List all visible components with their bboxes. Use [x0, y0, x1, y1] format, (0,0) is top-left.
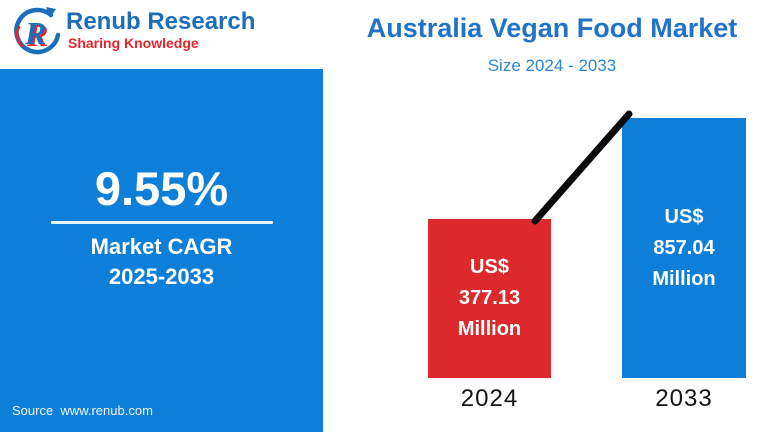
bar-2033: US$ 857.04 Million [622, 118, 746, 378]
r-swirl-arrow-icon: R R [14, 7, 61, 55]
year-label-2024: 2024 [460, 385, 519, 412]
cagr-label-line2: 2025-2033 [108, 263, 215, 289]
cagr-label-line1: Market CAGR [90, 234, 233, 259]
bar-2033-label-unit: Million [652, 267, 716, 290]
chart-title: Australia Vegan Food Market [366, 13, 738, 43]
bar-2024: US$ 377.13 Million [428, 219, 551, 378]
bar-2024-label-currency: US$ [470, 256, 509, 278]
cagr-value: 9.55% [94, 162, 229, 215]
bar-2024-label-unit: Million [457, 318, 522, 340]
year-label-2033: 2033 [655, 385, 713, 412]
chart-header: Australia Vegan Food Market Size 2024 - … [340, 13, 764, 76]
brand-logo: R R Renub Research Sharing Knowledge [10, 4, 255, 58]
bar-2033-label-value: 857.04 [653, 236, 715, 259]
cagr-panel: 9.55% Market CAGR 2025-2033 Source www.r… [0, 69, 323, 432]
chart-subtitle: Size 2024 - 2033 [487, 55, 617, 75]
cagr-content: 9.55% Market CAGR 2025-2033 [0, 165, 323, 291]
bar-2024-label-value: 377.13 [458, 287, 521, 309]
brand-name: Renub Research [66, 8, 256, 35]
svg-text:R: R [26, 17, 48, 53]
brand-text: Renub Research Sharing Knowledge [66, 4, 256, 51]
brand-tagline: Sharing Knowledge [68, 35, 199, 51]
svg-text:R: R [24, 15, 46, 51]
cagr-divider [50, 221, 273, 224]
source-note: Source www.renub.com [12, 403, 153, 418]
bar-2033-label-currency: US$ [664, 205, 704, 228]
